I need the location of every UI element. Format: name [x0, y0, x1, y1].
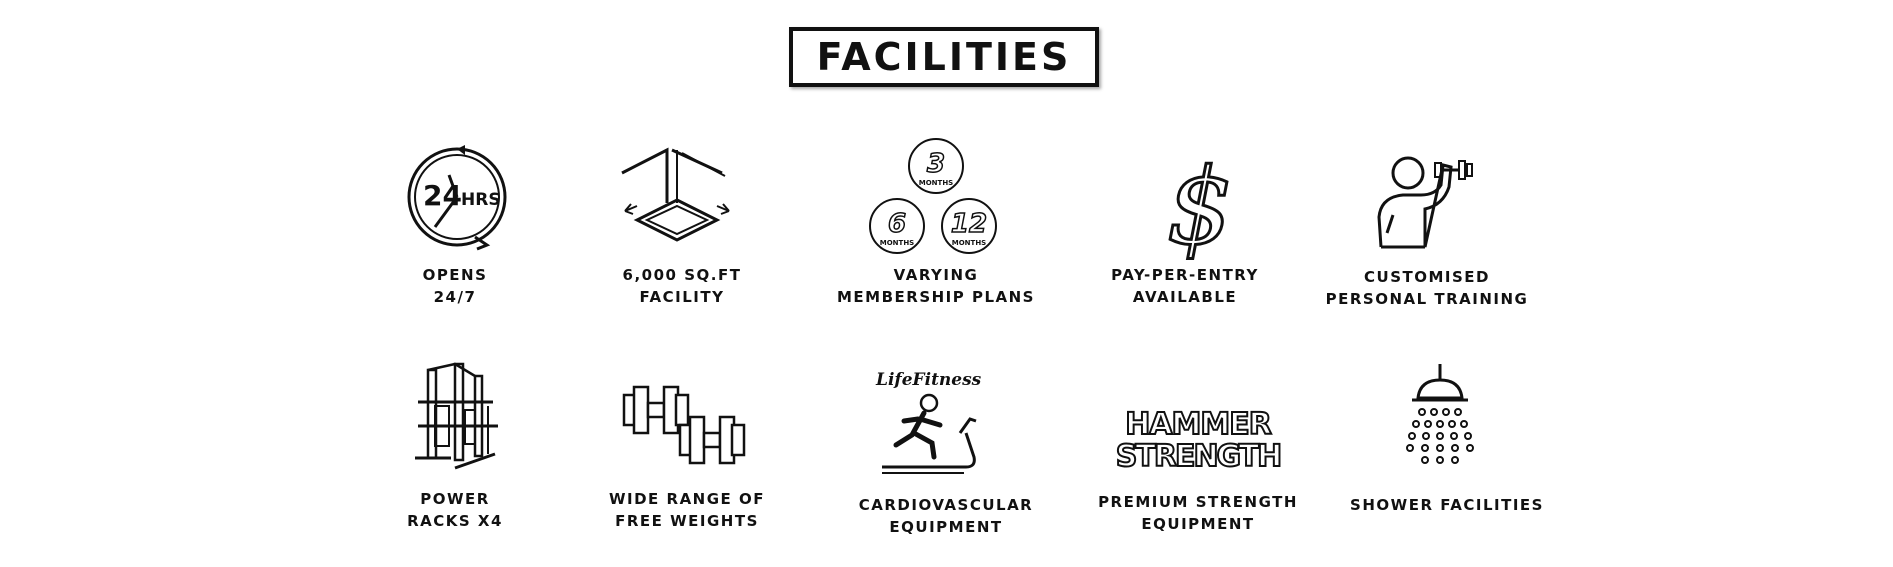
label-line: RACKS X4 [407, 512, 503, 530]
facility-label-premium-strength: PREMIUM STRENGTH EQUIPMENT [1068, 491, 1328, 535]
svg-text:MONTHS: MONTHS [952, 239, 986, 247]
facility-label-membership: VARYING MEMBERSHIP PLANS [806, 264, 1066, 308]
membership-months-icon: 3 MONTHS 6 MONTHS 12 MONTHS [866, 138, 1006, 256]
svg-text:3: 3 [927, 149, 945, 179]
label-line: OPENS [422, 266, 488, 284]
label-line: WIDE RANGE OF [608, 490, 766, 508]
label-line: AVAILABLE [1132, 288, 1238, 306]
label-line: 24/7 [433, 288, 477, 306]
shower-icon [1398, 362, 1482, 472]
label-line: EQUIPMENT [1141, 515, 1255, 533]
facility-label-power-racks: POWER RACKS X4 [325, 488, 585, 532]
facility-label-cardio: CARDIOVASCULAR EQUIPMENT [816, 494, 1076, 538]
lifefitness-logo: LifeFitness [875, 370, 982, 390]
page-title: FACILITIES [816, 35, 1072, 79]
label-line: VARYING [893, 266, 979, 284]
label-line: SHOWER FACILITIES [1350, 496, 1544, 514]
hours-number: 24 [423, 179, 462, 212]
svg-text:6: 6 [888, 209, 906, 239]
label-line: 6,000 SQ.FT [622, 266, 742, 284]
power-rack-icon [413, 362, 503, 472]
dollar-icon: $ [1160, 145, 1240, 270]
floor-area-icon [617, 147, 737, 248]
facility-label-personal-training: CUSTOMISED PERSONAL TRAINING [1297, 266, 1557, 310]
facility-label-shower: SHOWER FACILITIES [1317, 494, 1577, 516]
label-line: FREE WEIGHTS [615, 512, 759, 530]
svg-text:MONTHS: MONTHS [919, 179, 953, 187]
clock-24hrs-icon: 24 HRS [405, 145, 515, 255]
facility-label-free-weights: WIDE RANGE OF FREE WEIGHTS [557, 488, 817, 532]
svg-text:MONTHS: MONTHS [880, 239, 914, 247]
hammer-strength-logo-icon: HAMMER STRENGTH [1115, 404, 1283, 475]
label-line: PAY-PER-ENTRY [1111, 266, 1259, 284]
label-line: PERSONAL TRAINING [1325, 290, 1529, 308]
facility-label-sqft: 6,000 SQ.FT FACILITY [552, 264, 812, 308]
hours-unit: HRS [461, 190, 501, 210]
label-line: CUSTOMISED [1364, 268, 1490, 286]
dumbbells-icon [622, 383, 752, 465]
facility-label-pay-per-entry: PAY-PER-ENTRY AVAILABLE [1055, 264, 1315, 308]
label-line: MEMBERSHIP PLANS [836, 288, 1035, 306]
label-line: PREMIUM STRENGTH [1098, 493, 1298, 511]
page-title-box: FACILITIES [789, 27, 1099, 87]
facility-label-opens-24-7: OPENS 24/7 [325, 264, 585, 308]
personal-trainer-icon [1373, 155, 1483, 250]
treadmill-icon: LifeFitness [874, 369, 994, 479]
hammer-logo-top: HAMMER [1125, 407, 1272, 442]
svg-text:$: $ [1167, 146, 1234, 268]
label-line: EQUIPMENT [889, 518, 1003, 536]
hammer-logo-bottom: STRENGTH [1116, 439, 1280, 474]
svg-text:12: 12 [951, 209, 987, 239]
label-line: FACILITY [639, 288, 725, 306]
label-line: CARDIOVASCULAR [858, 496, 1034, 514]
label-line: POWER [420, 490, 490, 508]
